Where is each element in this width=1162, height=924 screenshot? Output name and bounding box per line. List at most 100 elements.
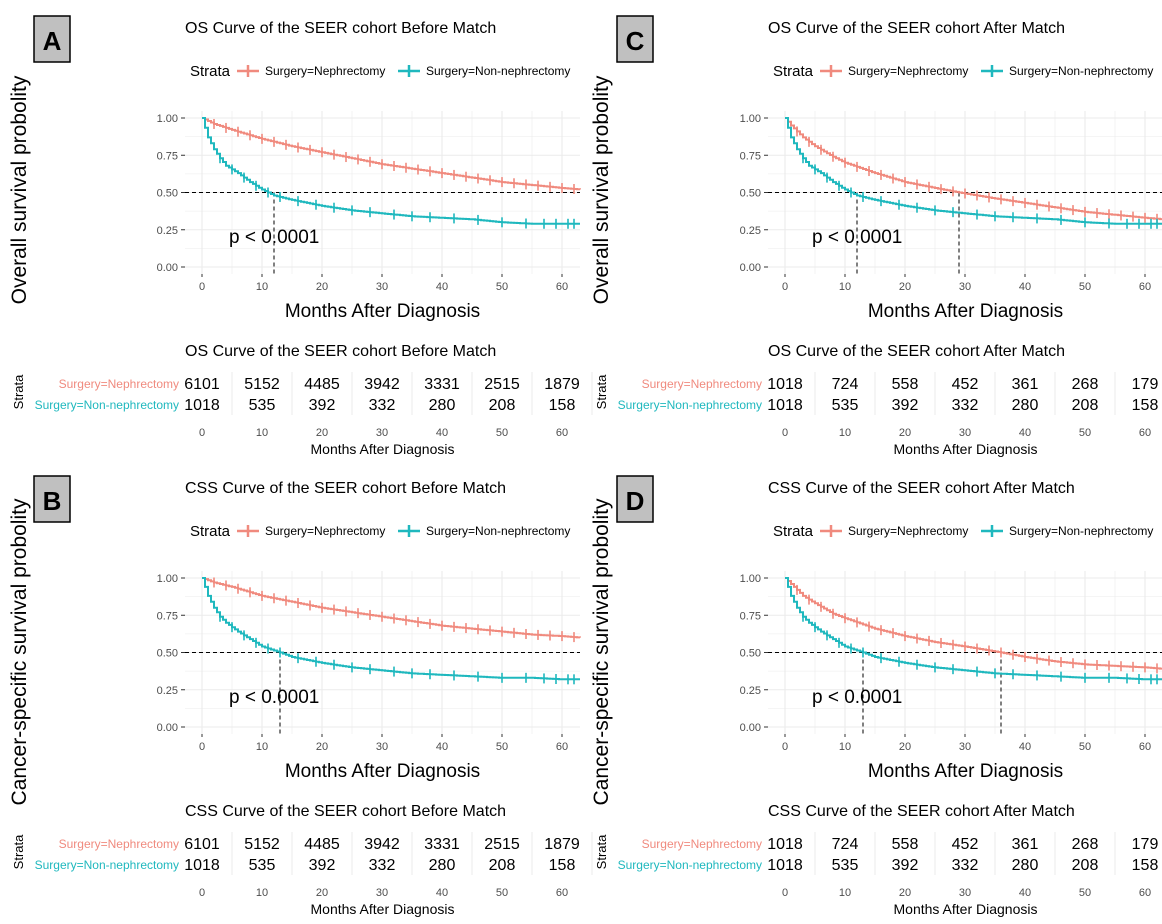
x-tick-label: 0 bbox=[782, 281, 788, 293]
risk-table-x-tick: 20 bbox=[899, 887, 911, 899]
legend-label-non-nephrectomy: Surgery=Non-nephrectomy bbox=[426, 524, 570, 538]
panel-letter: A bbox=[43, 26, 62, 56]
y-tick-label: 0.25 bbox=[157, 225, 178, 237]
p-value-label: p < 0.0001 bbox=[229, 227, 319, 248]
y-tick-label: 1.00 bbox=[157, 573, 178, 585]
risk-count-nephrectomy: 6101 bbox=[184, 836, 220, 853]
panel-a: A OS Curve of the SEER cohort Before Matc… bbox=[11, 15, 593, 457]
risk-count-non-nephrectomy: 1018 bbox=[184, 857, 220, 874]
risk-table-x-tick: 40 bbox=[436, 887, 448, 899]
legend-label-non-nephrectomy: Surgery=Non-nephrectomy bbox=[1009, 64, 1153, 78]
x-tick-label: 20 bbox=[899, 741, 911, 753]
risk-count-non-nephrectomy: 280 bbox=[1012, 397, 1039, 414]
risk-count-nephrectomy: 3942 bbox=[364, 836, 400, 853]
y-tick-label: 0.00 bbox=[740, 722, 761, 734]
risk-count-nephrectomy: 1018 bbox=[767, 376, 803, 393]
risk-count-non-nephrectomy: 535 bbox=[832, 857, 859, 874]
panel-letter: B bbox=[43, 486, 62, 516]
risk-row-label-nephrectomy: Surgery=Nephrectomy bbox=[642, 377, 762, 391]
risk-count-nephrectomy: 268 bbox=[1072, 836, 1099, 853]
panel-badge bbox=[616, 15, 654, 63]
risk-table-x-tick: 50 bbox=[496, 887, 508, 899]
y-tick-label: 0.25 bbox=[740, 225, 761, 237]
risk-table-x-tick: 40 bbox=[1019, 887, 1031, 899]
panel-letter: C bbox=[626, 26, 645, 56]
risk-count-non-nephrectomy: 208 bbox=[489, 397, 516, 414]
risk-table-x-tick: 10 bbox=[839, 887, 851, 899]
risk-count-non-nephrectomy: 332 bbox=[952, 397, 979, 414]
risk-table-x-tick: 60 bbox=[556, 887, 568, 899]
risk-count-non-nephrectomy: 392 bbox=[892, 397, 919, 414]
risk-table-x-tick: 0 bbox=[782, 427, 788, 439]
risk-table-strata-label: Strata bbox=[594, 374, 609, 409]
risk-table-x-tick: 50 bbox=[1079, 887, 1091, 899]
x-tick-label: 0 bbox=[199, 741, 205, 753]
risk-table-x-tick: 60 bbox=[1139, 887, 1151, 899]
survival-curve-nephrectomy bbox=[202, 577, 581, 639]
risk-count-non-nephrectomy: 332 bbox=[369, 857, 396, 874]
risk-table-x-label: Months After Diagnosis bbox=[894, 441, 1038, 457]
risk-table-x-tick: 0 bbox=[782, 887, 788, 899]
risk-count-nephrectomy: 5152 bbox=[244, 836, 280, 853]
x-tick-label: 40 bbox=[1019, 281, 1031, 293]
y-tick-label: 0.75 bbox=[740, 150, 761, 162]
risk-count-non-nephrectomy: 392 bbox=[892, 857, 919, 874]
risk-count-nephrectomy: 5152 bbox=[244, 376, 280, 393]
legend-label-non-nephrectomy: Surgery=Non-nephrectomy bbox=[1009, 524, 1153, 538]
risk-count-non-nephrectomy: 1018 bbox=[767, 397, 803, 414]
risk-row-label-non-nephrectomy: Surgery=Non-nephrectomy bbox=[35, 398, 179, 412]
risk-count-nephrectomy: 1879 bbox=[544, 836, 580, 853]
risk-table-x-tick: 50 bbox=[1079, 427, 1091, 439]
risk-count-non-nephrectomy: 392 bbox=[309, 397, 336, 414]
risk-table-x-tick: 0 bbox=[199, 887, 205, 899]
risk-table-title: OS Curve of the SEER cohort After Match bbox=[768, 343, 1065, 360]
x-axis-label: Months After Diagnosis bbox=[868, 761, 1063, 782]
risk-table-x-label: Months After Diagnosis bbox=[311, 441, 455, 457]
risk-table-x-label: Months After Diagnosis bbox=[311, 901, 455, 917]
x-tick-label: 0 bbox=[782, 741, 788, 753]
legend-title: Strata bbox=[773, 523, 814, 540]
risk-count-non-nephrectomy: 535 bbox=[832, 397, 859, 414]
risk-table-title: OS Curve of the SEER cohort Before Match bbox=[185, 343, 496, 360]
risk-count-non-nephrectomy: 208 bbox=[1072, 857, 1099, 874]
x-tick-label: 40 bbox=[436, 281, 448, 293]
y-tick-label: 0.00 bbox=[740, 262, 761, 274]
risk-row-label-nephrectomy: Surgery=Nephrectomy bbox=[59, 377, 179, 391]
panel-badge bbox=[33, 15, 71, 63]
panel-d: D CSS Curve of the SEER cohort After Matc… bbox=[594, 475, 1162, 917]
legend-label-nephrectomy: Surgery=Nephrectomy bbox=[265, 64, 385, 78]
risk-table-x-tick: 60 bbox=[556, 427, 568, 439]
risk-count-non-nephrectomy: 1018 bbox=[184, 397, 220, 414]
legend-label-non-nephrectomy: Surgery=Non-nephrectomy bbox=[426, 64, 570, 78]
y-label-overall-survival: Overall survival probolity bbox=[8, 75, 31, 304]
x-tick-label: 30 bbox=[959, 741, 971, 753]
y-tick-label: 0.75 bbox=[740, 610, 761, 622]
risk-table-x-tick: 30 bbox=[959, 887, 971, 899]
risk-count-non-nephrectomy: 280 bbox=[1012, 857, 1039, 874]
risk-count-non-nephrectomy: 1018 bbox=[767, 857, 803, 874]
survival-curve-non-nephrectomy bbox=[202, 117, 580, 225]
risk-count-non-nephrectomy: 280 bbox=[429, 857, 456, 874]
y-tick-label: 0.50 bbox=[740, 648, 761, 660]
x-tick-label: 60 bbox=[556, 741, 568, 753]
panel-c: C OS Curve of the SEER cohort After Match… bbox=[594, 15, 1162, 457]
risk-count-nephrectomy: 3331 bbox=[424, 376, 460, 393]
risk-table-x-tick: 10 bbox=[839, 427, 851, 439]
panel-badge bbox=[616, 475, 654, 523]
risk-count-non-nephrectomy: 535 bbox=[249, 857, 276, 874]
y-tick-label: 0.25 bbox=[157, 685, 178, 697]
legend-title: Strata bbox=[773, 63, 814, 80]
legend-label-nephrectomy: Surgery=Nephrectomy bbox=[848, 64, 968, 78]
survival-curve-nephrectomy bbox=[785, 577, 1162, 670]
survival-curve-nephrectomy bbox=[785, 117, 1162, 221]
risk-table-x-tick: 40 bbox=[436, 427, 448, 439]
survival-curve-nephrectomy bbox=[202, 117, 581, 191]
risk-count-nephrectomy: 4485 bbox=[304, 376, 340, 393]
risk-count-non-nephrectomy: 208 bbox=[489, 857, 516, 874]
risk-count-non-nephrectomy: 158 bbox=[549, 857, 576, 874]
y-tick-label: 0.50 bbox=[157, 188, 178, 200]
x-axis-label: Months After Diagnosis bbox=[285, 761, 480, 782]
risk-count-nephrectomy: 1018 bbox=[767, 836, 803, 853]
risk-table-x-tick: 50 bbox=[496, 427, 508, 439]
